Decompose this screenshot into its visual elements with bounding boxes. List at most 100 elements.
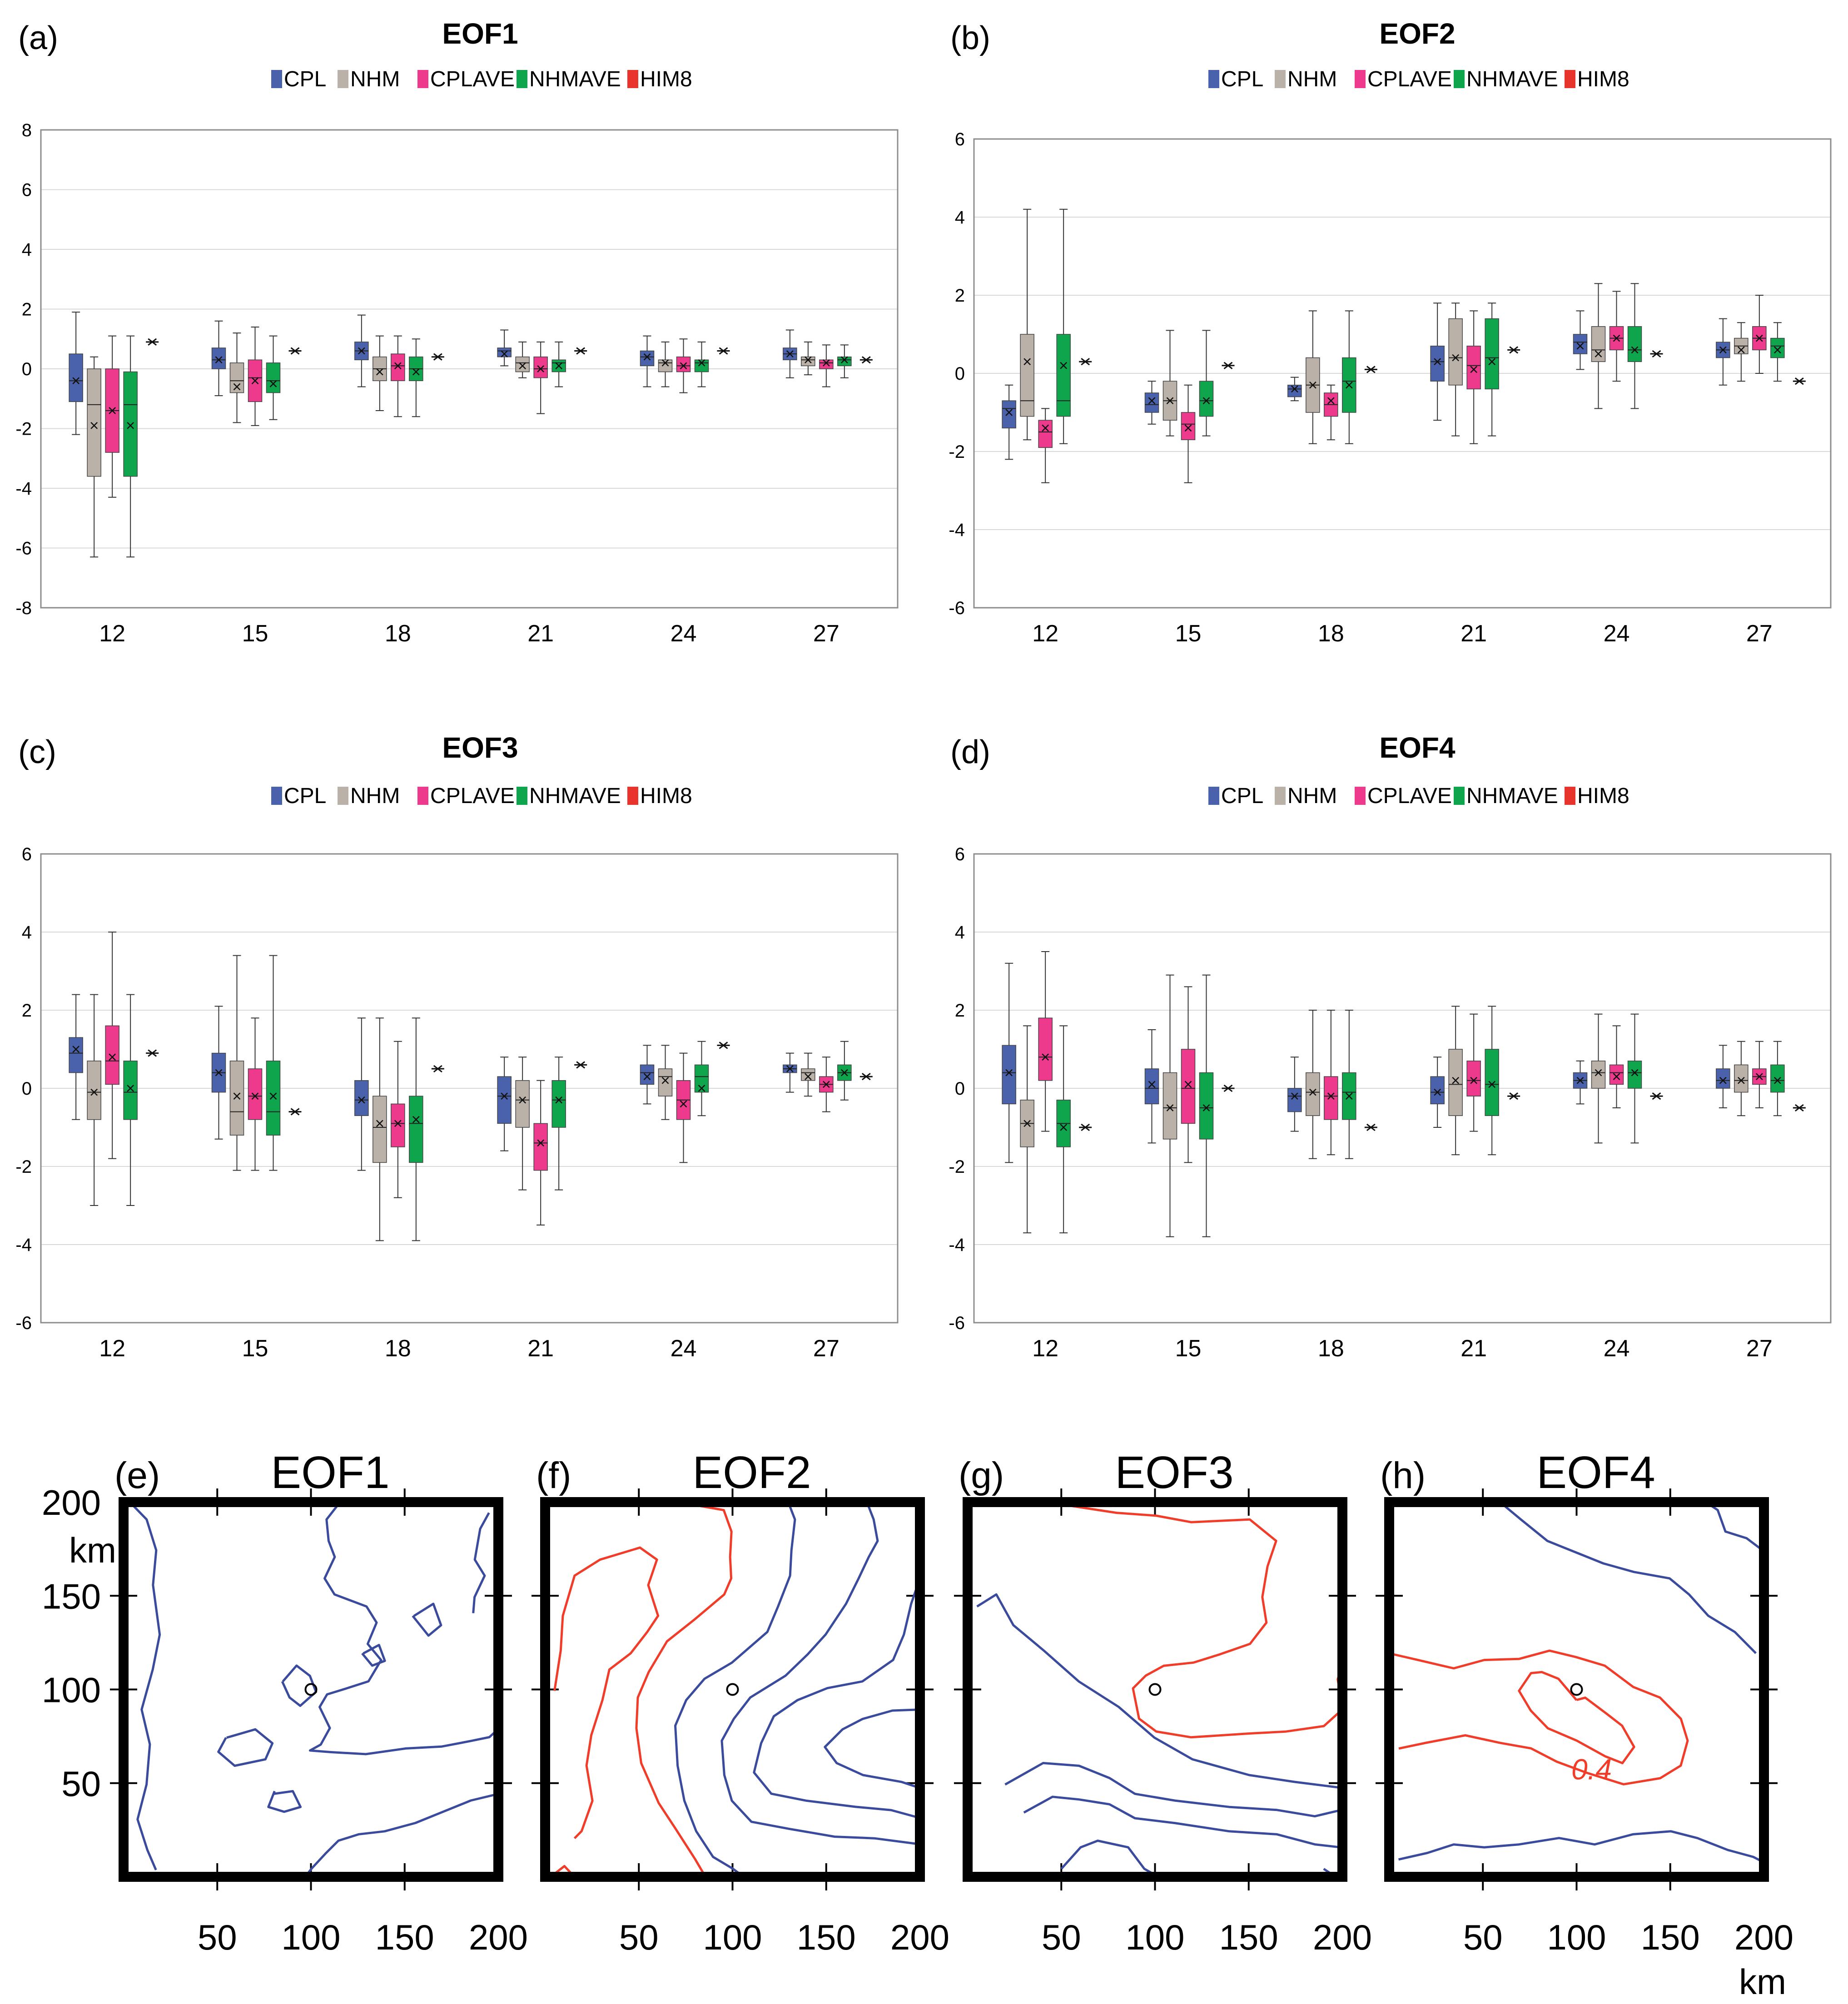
box-nhm bbox=[1448, 1006, 1463, 1156]
box-nhm bbox=[658, 341, 673, 387]
y-tick-label: -2 bbox=[15, 419, 32, 439]
mean-marker bbox=[519, 362, 527, 370]
contour-line bbox=[1518, 1671, 1635, 1765]
legend-label-cplave: CPLAVE bbox=[430, 67, 515, 91]
x-tick-label: 12 bbox=[99, 1335, 125, 1362]
x-tick-label: 21 bbox=[527, 1335, 554, 1362]
him8-marker bbox=[1507, 346, 1520, 354]
mean-marker bbox=[1470, 366, 1478, 373]
legend-label-nhmave: NHMAVE bbox=[529, 67, 621, 91]
map-title: EOF3 bbox=[1115, 1447, 1233, 1498]
box-cplave bbox=[248, 326, 263, 426]
contour-line bbox=[308, 1503, 498, 1756]
legend-swatch-nhmave bbox=[1454, 70, 1465, 88]
mean-marker bbox=[215, 1069, 223, 1076]
mean-marker bbox=[1631, 1069, 1639, 1076]
center-marker bbox=[304, 1683, 318, 1696]
him8-marker bbox=[859, 356, 873, 364]
y-tick-label: -6 bbox=[949, 598, 965, 618]
box-nhmave bbox=[551, 1057, 566, 1190]
mean-marker bbox=[251, 377, 259, 385]
box-cpl bbox=[1573, 1060, 1588, 1105]
him8-marker bbox=[1222, 362, 1235, 369]
box-body bbox=[409, 1096, 423, 1163]
box-body bbox=[658, 1068, 673, 1096]
him8-marker bbox=[1222, 1084, 1235, 1092]
mean-marker bbox=[109, 407, 116, 414]
box-cpl bbox=[211, 320, 226, 397]
legend-swatch-him8 bbox=[1565, 787, 1575, 805]
box-cpl bbox=[1573, 310, 1588, 370]
x-tick-label: 21 bbox=[527, 620, 554, 647]
mean-marker bbox=[1613, 334, 1620, 342]
box-cpl bbox=[497, 329, 512, 367]
box-nhm bbox=[87, 994, 101, 1206]
box-nhmave bbox=[1627, 1013, 1642, 1144]
box-body bbox=[515, 1080, 530, 1128]
mean-marker bbox=[804, 1073, 812, 1081]
box-body bbox=[1609, 1064, 1624, 1085]
legend-label-cpl: CPL bbox=[284, 784, 326, 808]
legend-label-cplave: CPLAVE bbox=[1367, 784, 1452, 808]
box-nhm bbox=[87, 356, 101, 558]
x-tick-label: 50 bbox=[619, 1917, 659, 1957]
mean-marker bbox=[233, 1092, 241, 1100]
y-tick-label: 0 bbox=[955, 364, 965, 384]
map-title: EOF4 bbox=[1536, 1447, 1655, 1498]
box-cpl bbox=[1430, 1057, 1445, 1128]
mean-marker bbox=[251, 1092, 259, 1100]
x-tick-label: 15 bbox=[242, 1335, 268, 1362]
box-body bbox=[266, 1061, 281, 1136]
x-tick-label: 200 bbox=[890, 1917, 949, 1957]
mean-marker bbox=[1309, 381, 1316, 389]
mean-marker bbox=[1595, 350, 1602, 357]
y-tick-label: -4 bbox=[949, 520, 965, 540]
box-nhm bbox=[1734, 322, 1749, 382]
y-tick-label: 4 bbox=[955, 208, 965, 228]
panel-label: (d) bbox=[950, 734, 990, 770]
box-cplave bbox=[105, 932, 119, 1159]
box-cplave bbox=[1038, 951, 1053, 1132]
legend-label-cpl: CPL bbox=[284, 67, 326, 91]
panel-label: (g) bbox=[959, 1455, 1004, 1496]
box-body bbox=[497, 1076, 512, 1124]
map-panel-g: (g) EOF3 50 100 150 200 bbox=[954, 1447, 1372, 1957]
him8-marker bbox=[146, 1049, 159, 1057]
box-nhm bbox=[515, 341, 530, 378]
mean-marker bbox=[1291, 1092, 1298, 1100]
him8-marker bbox=[1650, 350, 1663, 358]
box-cpl bbox=[640, 1045, 655, 1105]
contour-line bbox=[553, 1546, 660, 1839]
box-body bbox=[105, 1025, 119, 1085]
box-cplave bbox=[1181, 384, 1196, 483]
box-body bbox=[1627, 1061, 1642, 1089]
him8-marker bbox=[288, 347, 302, 355]
map-frame bbox=[119, 1497, 503, 1882]
contour-line bbox=[1500, 1503, 1757, 1654]
mean-marker bbox=[501, 350, 508, 358]
mean-marker bbox=[1755, 1073, 1763, 1081]
legend-swatch-him8 bbox=[627, 787, 638, 805]
x-unit-label: km bbox=[1739, 1962, 1786, 2002]
box-body bbox=[87, 1061, 101, 1120]
mean-marker bbox=[1309, 1088, 1316, 1096]
contour-line bbox=[267, 1790, 302, 1813]
box-cpl bbox=[1144, 381, 1159, 425]
box-body bbox=[229, 362, 244, 393]
box-body bbox=[1716, 1068, 1730, 1089]
contour-line bbox=[1004, 1762, 1342, 1818]
mean-marker bbox=[358, 347, 365, 355]
y-tick-label: 4 bbox=[22, 240, 32, 260]
mean-marker bbox=[1202, 1104, 1210, 1111]
box-nhm bbox=[373, 335, 387, 412]
x-tick-label: 15 bbox=[1175, 1335, 1202, 1362]
map-frame bbox=[540, 1497, 925, 1882]
y-tick-label: 6 bbox=[955, 844, 965, 864]
box-cpl bbox=[354, 1017, 369, 1171]
y-unit-label: km bbox=[69, 1530, 116, 1570]
legend-swatch-nhmave bbox=[1454, 787, 1465, 805]
contour-line bbox=[412, 1602, 442, 1637]
x-tick-label: 24 bbox=[1604, 620, 1630, 647]
mean-marker bbox=[90, 1088, 98, 1096]
box-nhm bbox=[658, 1045, 673, 1120]
